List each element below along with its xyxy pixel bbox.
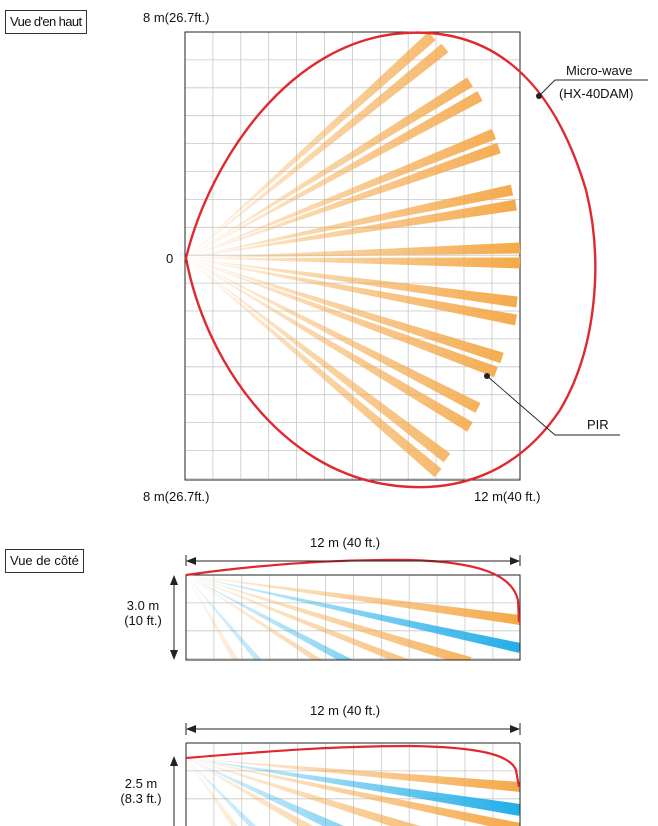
side-view-2-height-label-ft: (8.3 ft.) [120,791,162,806]
top-view-top-left-label: 8 m(26.7ft.) [143,10,210,25]
pir-zone-beam [186,258,442,478]
side-view-3m [170,555,521,661]
pir-leader-line [486,375,620,436]
side-view-2-height-label: 2.5 m [124,776,158,791]
pir-side-beam [186,758,520,826]
side-view-1-frame [185,574,521,661]
microwave-leader-line [538,79,648,97]
side-view-2-pir-beams [186,758,520,826]
pir-zone-beam [186,77,473,258]
pir-side-beam [186,575,239,660]
pir-zone-beam [186,91,483,258]
side-view-1-length-label: 12 m (40 ft.) [310,535,381,550]
microwave-label: Micro-wave [566,63,633,78]
top-view-bottom-right-label: 12 m(40 ft.) [474,489,541,504]
pir-detection-zones [186,31,521,478]
side-view-1-height-label: 3.0 m [126,598,160,613]
pir-side-beam [186,758,520,792]
pir-side-beam [186,758,314,826]
pir-zone-beam [186,128,497,258]
pir-side-beam [186,575,262,660]
top-view-bottom-left-label: 8 m(26.7ft.) [143,489,210,504]
pir-zone-beam [186,199,517,258]
pir-zone-beam [186,258,518,326]
pir-zone-beam [186,258,473,432]
side-view-2-frame [185,742,521,826]
pir-side-beam [186,758,257,826]
side-view-1-height-label-ft: (10 ft.) [124,613,162,628]
pir-label: PIR [587,417,609,432]
side-view-2-5m [170,723,521,826]
pir-zone-beam [186,257,521,269]
pir-side-beam [186,575,411,660]
pir-zone-beam [186,258,504,364]
pir-side-beam [186,575,520,653]
pir-zone-beam [186,258,481,413]
side-view-2-length-label: 12 m (40 ft.) [310,703,381,718]
side-view-title: Vue de côté [5,549,84,573]
pir-zone-beam [186,258,451,463]
pir-zone-beam [186,142,501,258]
pir-zone-beam [186,258,518,308]
side-view-2-microwave-curve [185,744,521,788]
top-view [184,31,648,489]
pir-side-beam [186,575,520,625]
pir-zone-beam [186,43,449,258]
top-view-title: Vue d'en haut [5,10,87,34]
pir-side-beam [186,758,520,816]
pir-zone-beam [186,258,498,378]
side-view-1-pir-beams [186,575,520,660]
top-view-origin-label: 0 [166,251,174,266]
pir-zone-beam [186,184,514,258]
pir-zone-beam [186,31,436,258]
pir-zone-beam [186,242,521,258]
pir-side-beam [186,575,472,660]
microwave-model-label: (HX-40DAM) [559,86,634,101]
top-view-frame [184,31,521,481]
microwave-detection-area [184,31,597,489]
